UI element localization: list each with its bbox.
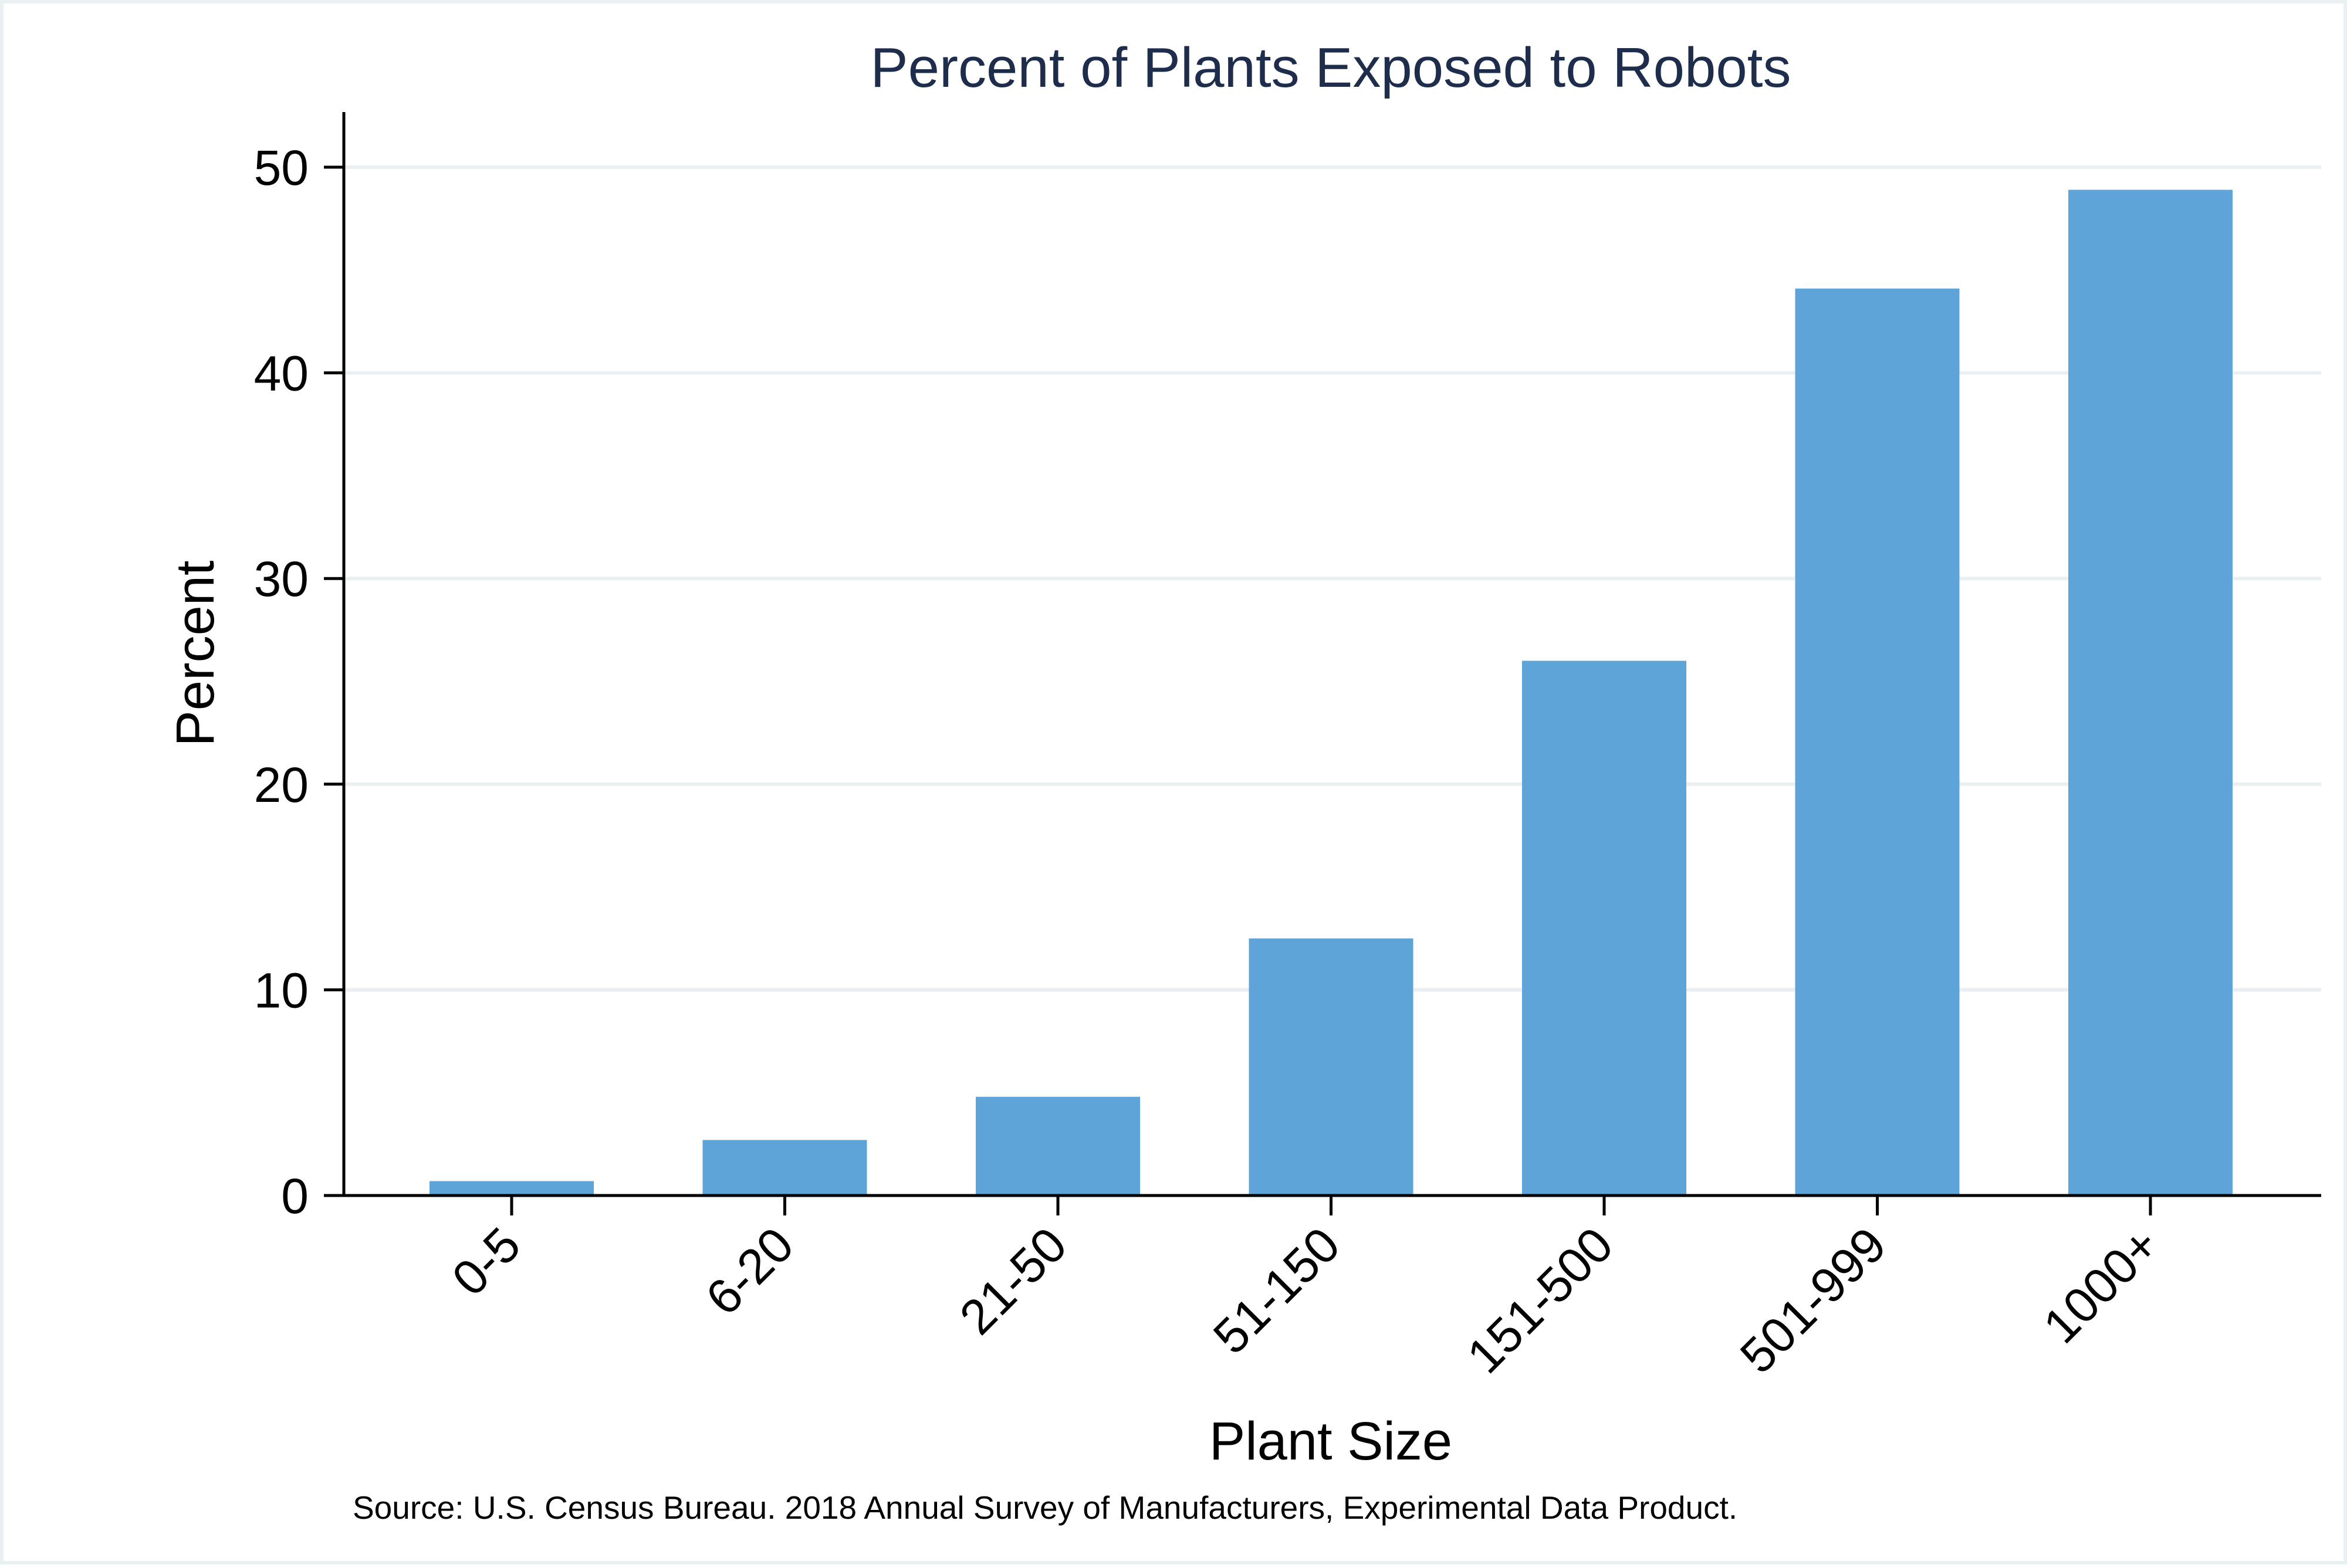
y-ticks: 0 10 20 30 40 50: [254, 140, 344, 1224]
bar-chart: 0 10 20 30 40 50 0-5 6-20 21-50 51-150 151-500 501…: [165, 36, 2321, 1526]
gridlines: [344, 165, 2321, 992]
bars: [430, 189, 2233, 1196]
x-tick-label: 151-500: [1456, 1217, 1623, 1383]
bar-501-999: [1795, 288, 1960, 1196]
y-axis-title: Percent: [165, 560, 225, 746]
x-tick-label: 51-150: [1203, 1217, 1350, 1364]
y-tick-label: 40: [254, 346, 309, 401]
y-tick-label: 30: [254, 551, 309, 607]
x-ticks: 0-5 6-20 21-50 51-150 151-500 501-999 1000+: [441, 1196, 2170, 1384]
bar-151-500: [1522, 661, 1686, 1196]
y-tick-label: 0: [281, 1169, 309, 1224]
y-tick-label: 20: [254, 757, 309, 812]
y-tick-label: 10: [254, 963, 309, 1018]
x-tick-label: 0-5: [441, 1217, 530, 1306]
x-axis-title: Plant Size: [1209, 1411, 1452, 1471]
source-note: Source: U.S. Census Bureau. 2018 Annual …: [353, 1489, 1737, 1526]
bar-0-5: [430, 1181, 594, 1196]
x-tick-label: 6-20: [695, 1217, 804, 1325]
bar-1000+: [2068, 189, 2233, 1196]
y-tick-label: 50: [254, 140, 309, 195]
bar-6-20: [702, 1140, 867, 1196]
chart-title: Percent of Plants Exposed to Robots: [871, 36, 1791, 99]
x-tick-label: 21-50: [949, 1217, 1077, 1345]
x-tick-label: 1000+: [2033, 1217, 2169, 1353]
bar-51-150: [1249, 938, 1413, 1196]
bar-21-50: [976, 1096, 1140, 1196]
x-tick-label: 501-999: [1730, 1217, 1896, 1383]
